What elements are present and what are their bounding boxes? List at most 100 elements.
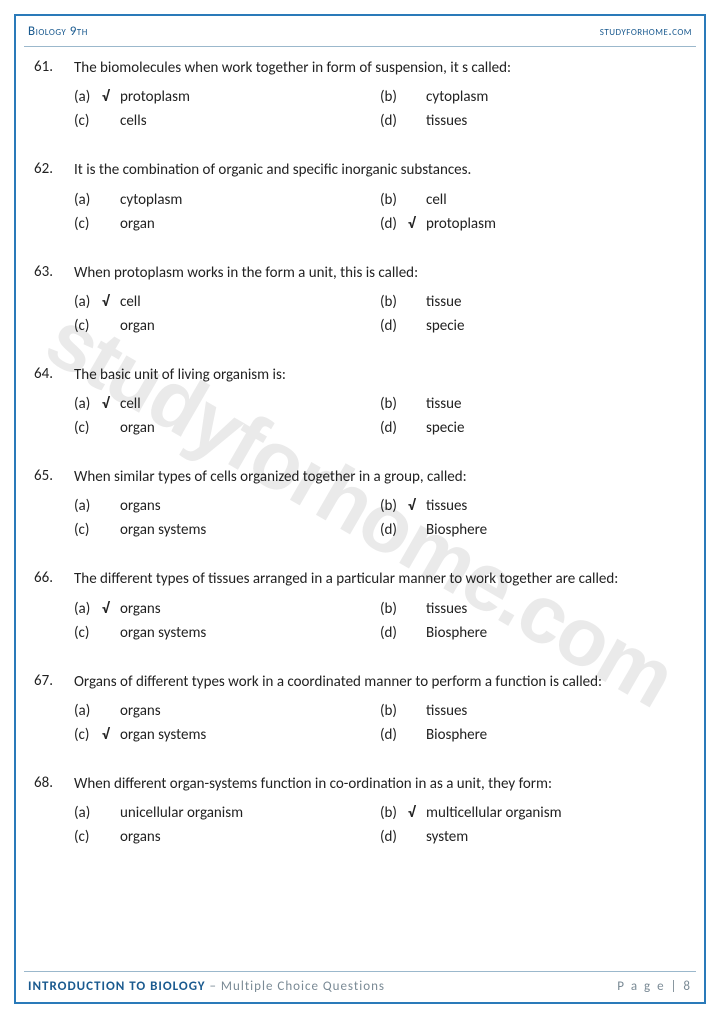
option-label: (a) (74, 293, 102, 311)
question-text: Organs of different types work in a coor… (74, 672, 686, 692)
option-text: cell (120, 395, 380, 413)
content-area: 61.The biomolecules when work together i… (34, 58, 686, 960)
question-number: 67. (34, 672, 74, 692)
option-label: (b) (380, 702, 408, 720)
option: (a) organs (74, 702, 380, 720)
option: (c)organ systems (74, 624, 380, 642)
option-text: tissue (426, 293, 686, 311)
check-icon: √ (408, 804, 426, 822)
option-text: tissues (426, 702, 686, 720)
option: (a)√cell (74, 395, 380, 413)
option: (b) cytoplasm (380, 88, 686, 106)
option-text: tissues (426, 600, 686, 618)
option-text: cells (120, 112, 380, 130)
check-icon: √ (408, 497, 426, 515)
options: (a)√protoplasm(b)cytoplasm(c)cells(d)tis… (34, 88, 686, 136)
option: (d)√protoplasm (380, 215, 686, 233)
question: 66.The different types of tissues arrang… (34, 569, 686, 647)
option-label: (a) (74, 497, 102, 515)
options: (a)√cell(b)tissue(c)organ(d)specie (34, 395, 686, 443)
option: (a) organs (74, 497, 380, 515)
check-icon: √ (102, 600, 120, 618)
question-row: 68.When different organ-systems function… (34, 774, 686, 794)
option-label: (a) (74, 88, 102, 106)
question-number: 62. (34, 160, 74, 180)
check-icon: √ (408, 215, 426, 233)
option-text: organ (120, 215, 380, 233)
question-row: 64.The basic unit of living organism is: (34, 365, 686, 385)
question: 67.Organs of different types work in a c… (34, 672, 686, 750)
option: (d) tissues (380, 112, 686, 130)
option: (a)√protoplasm (74, 88, 380, 106)
option-label: (a) (74, 804, 102, 822)
option: (b)tissue (380, 293, 686, 311)
options: (a)cytoplasm(b)cell(c)organ(d)√protoplas… (34, 191, 686, 239)
option-text: specie (426, 317, 686, 335)
question: 65.When similar types of cells organized… (34, 467, 686, 545)
option-text: organ (120, 419, 380, 437)
option-text: cytoplasm (426, 88, 686, 106)
option-text: organs (120, 702, 380, 720)
header: Biology 9th studyforhome.com (28, 24, 692, 39)
option: (b) tissues (380, 600, 686, 618)
option-text: cytoplasm (120, 191, 380, 209)
option-label: (d) (380, 419, 408, 437)
question-text: The different types of tissues arranged … (74, 569, 686, 589)
option-text: Biosphere (426, 521, 686, 539)
option-label: (c) (74, 726, 102, 744)
option: (c) organ (74, 215, 380, 233)
question-row: 63.When protoplasm works in the form a u… (34, 263, 686, 283)
question-text: The basic unit of living organism is: (74, 365, 686, 385)
option-label: (c) (74, 215, 102, 233)
option-text: tissue (426, 395, 686, 413)
option-label: (c) (74, 828, 102, 846)
option-label: (b) (380, 600, 408, 618)
option: (b)√multicellular organism (380, 804, 686, 822)
option: (b)√tissues (380, 497, 686, 515)
option-label: (d) (380, 112, 408, 130)
question-row: 67.Organs of different types work in a c… (34, 672, 686, 692)
option: (a)√organs (74, 600, 380, 618)
question: 61.The biomolecules when work together i… (34, 58, 686, 136)
footer-subtitle: – Multiple Choice Questions (206, 979, 385, 994)
option-text: cell (426, 191, 686, 209)
option-text: protoplasm (120, 88, 380, 106)
question-text: It is the combination of organic and spe… (74, 160, 686, 180)
footer-left: INTRODUCTION TO BIOLOGY – Multiple Choic… (28, 979, 385, 994)
option-label: (b) (380, 88, 408, 106)
option: (b) tissues (380, 702, 686, 720)
option: (c)organs (74, 828, 380, 846)
question-number: 64. (34, 365, 74, 385)
question-number: 66. (34, 569, 74, 589)
header-left: Biology 9th (28, 24, 88, 39)
option-text: multicellular organism (426, 804, 686, 822)
question-row: 62.It is the combination of organic and … (34, 160, 686, 180)
question-text: When similar types of cells organized to… (74, 467, 686, 487)
header-right: studyforhome.com (600, 24, 692, 39)
option-text: organs (120, 497, 380, 515)
option-text: organ (120, 317, 380, 335)
question-row: 61.The biomolecules when work together i… (34, 58, 686, 78)
question: 63.When protoplasm works in the form a u… (34, 263, 686, 341)
option: (a)√cell (74, 293, 380, 311)
option-label: (b) (380, 191, 408, 209)
options: (a) organs(b)√tissues(c)organ systems(d)B… (34, 497, 686, 545)
option-label: (d) (380, 828, 408, 846)
option: (c)organ systems (74, 521, 380, 539)
option-text: organs (120, 600, 380, 618)
option-label: (a) (74, 600, 102, 618)
check-icon: √ (102, 293, 120, 311)
option: (d) specie (380, 317, 686, 335)
option-label: (a) (74, 702, 102, 720)
option-text: tissues (426, 112, 686, 130)
options: (a)unicellular organism(b)√multicellular… (34, 804, 686, 852)
question-text: When protoplasm works in the form a unit… (74, 263, 686, 283)
option: (d)Biosphere (380, 521, 686, 539)
option: (d)Biosphere (380, 624, 686, 642)
question-number: 61. (34, 58, 74, 78)
question-text: When different organ-systems function in… (74, 774, 686, 794)
option-label: (d) (380, 317, 408, 335)
page-border: Biology 9th studyforhome.com studyforhom… (14, 14, 706, 1004)
option-label: (d) (380, 726, 408, 744)
option: (d)Biosphere (380, 726, 686, 744)
